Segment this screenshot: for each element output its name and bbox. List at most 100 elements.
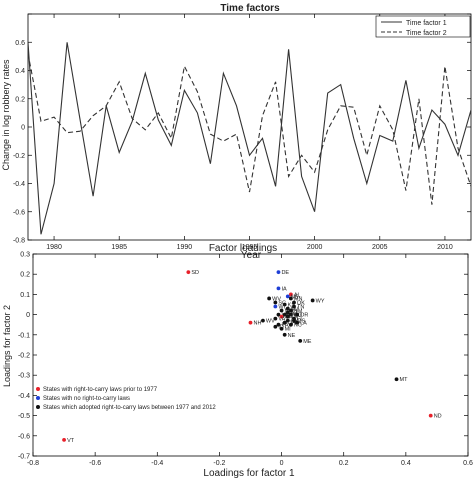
point-label: MS (297, 319, 306, 325)
x-tick-label: -0.6 (89, 460, 101, 467)
y-tick-label: -0.3 (18, 373, 30, 380)
legend: Time factor 1 Time factor 2 (375, 15, 471, 38)
point-label: WI (278, 305, 285, 311)
point-label: PA (281, 323, 288, 329)
tick-layer: 1980 1985 1990 1995 2000 2005 2010 -0.8 -0.6 -0.4… (13, 13, 471, 251)
y-tick-label: 0.3 (20, 252, 30, 259)
data-point (282, 302, 287, 307)
point-label: VT (67, 438, 75, 444)
chart-title: Time factors (220, 3, 280, 14)
point-label: UT (281, 313, 289, 319)
data-point (288, 308, 293, 313)
y-tick-label: 0.6 (15, 40, 25, 47)
data-point (276, 312, 281, 317)
legend-label: States which adopted right-to-carry laws… (43, 405, 216, 411)
data-point (288, 322, 293, 327)
data-point (279, 308, 284, 313)
x-tick-label: 1985 (111, 244, 127, 251)
point-label: SC (278, 300, 286, 306)
point-label: LA (300, 321, 307, 327)
legend-marker (36, 396, 40, 400)
y-tick-label: 0 (21, 125, 25, 132)
plot-area (27, 13, 472, 241)
legend: States with right-to-carry laws prior to… (36, 387, 216, 411)
y-tick-label: 0.2 (15, 96, 25, 103)
data-point (295, 312, 300, 317)
point-label: MI (285, 327, 292, 333)
data-point (273, 324, 278, 329)
point-label: MN (294, 296, 303, 302)
x-tick-label: 1995 (242, 244, 258, 251)
legend-label: States with right-to-carry laws prior to… (43, 387, 158, 393)
y-tick-label: 0 (26, 312, 30, 319)
y-tick-label: 0.1 (20, 292, 30, 299)
point-label: OK (297, 300, 305, 306)
x-tick-label: 1990 (177, 244, 193, 251)
legend-marker (36, 387, 40, 391)
point-label: NE (291, 294, 299, 300)
y-tick-label: -0.6 (13, 209, 25, 216)
series-layer (27, 42, 472, 235)
data-point (261, 318, 265, 323)
point-label: NV (291, 307, 299, 313)
point-label: NH (254, 321, 262, 327)
point-label: OR (300, 313, 308, 319)
data-point (285, 314, 290, 319)
data-point (288, 296, 293, 301)
data-point (267, 296, 272, 301)
y-tick-label: -0.8 (13, 238, 25, 245)
y-tick-label: -0.6 (18, 433, 30, 440)
plot-area (32, 253, 469, 457)
data-point (279, 314, 284, 319)
legend-label: Time factor 1 (406, 20, 447, 27)
point-label: WV (266, 319, 275, 325)
point-label: TN (297, 305, 304, 311)
y-tick-label: -0.5 (18, 413, 30, 420)
x-tick-label: 2000 (307, 244, 323, 251)
data-point (282, 320, 287, 325)
tick-layer: -0.8 -0.6 -0.4 -0.2 0 0.2 0.4 0.6 -0.7 -0.6 -0.5 -0… (18, 252, 473, 468)
x-tick-label: 0.2 (339, 460, 349, 467)
data-point (273, 300, 278, 305)
data-point (285, 318, 290, 323)
data-point (279, 326, 284, 331)
data-point (288, 312, 293, 317)
x-tick-label: 2010 (437, 244, 453, 251)
x-tick-label: -0.2 (213, 460, 225, 467)
point-layer: SDDEIAWYOKALWVNEMNSCKSTNWINVNMMOAZARCOUT… (62, 270, 442, 444)
x-tick-label: 0.6 (463, 460, 473, 467)
data-point (276, 270, 281, 275)
y-tick-label: 0.4 (15, 68, 25, 75)
data-point (285, 306, 290, 311)
data-point (298, 338, 303, 343)
point-label: AL (294, 292, 301, 298)
y-tick-label: -0.7 (18, 454, 30, 461)
point-label: FL (297, 317, 303, 323)
y-axis-label: Loadings for factor 2 (2, 305, 12, 387)
data-point (292, 300, 296, 305)
y-tick-label: -0.4 (13, 181, 25, 188)
x-tick-label: -0.4 (151, 460, 163, 467)
point-label: GA (285, 315, 293, 321)
time-factors-chart: Time factors Change in log robbery rates… (1, 3, 472, 261)
point-label: IA (281, 286, 287, 292)
y-tick-label: -0.2 (13, 153, 25, 160)
point-label: WV (272, 296, 281, 302)
data-point (186, 270, 191, 275)
series-line (27, 53, 472, 205)
y-tick-label: 0.2 (20, 272, 30, 279)
data-point (282, 332, 287, 337)
x-tick-label: 0.4 (401, 460, 411, 467)
data-point (276, 322, 281, 327)
x-tick-label: -0.8 (27, 460, 39, 467)
data-point (273, 304, 278, 309)
data-point (248, 320, 253, 325)
data-point (292, 318, 296, 323)
point-label: ND (434, 414, 442, 420)
x-tick-label: 2005 (372, 244, 388, 251)
factor-loadings-chart: Factor loadings Loadings for factor 2 Lo… (2, 243, 473, 479)
point-label: WY (316, 298, 325, 304)
data-point (288, 292, 293, 297)
legend-label: States with no right-to-carry laws (43, 396, 130, 402)
